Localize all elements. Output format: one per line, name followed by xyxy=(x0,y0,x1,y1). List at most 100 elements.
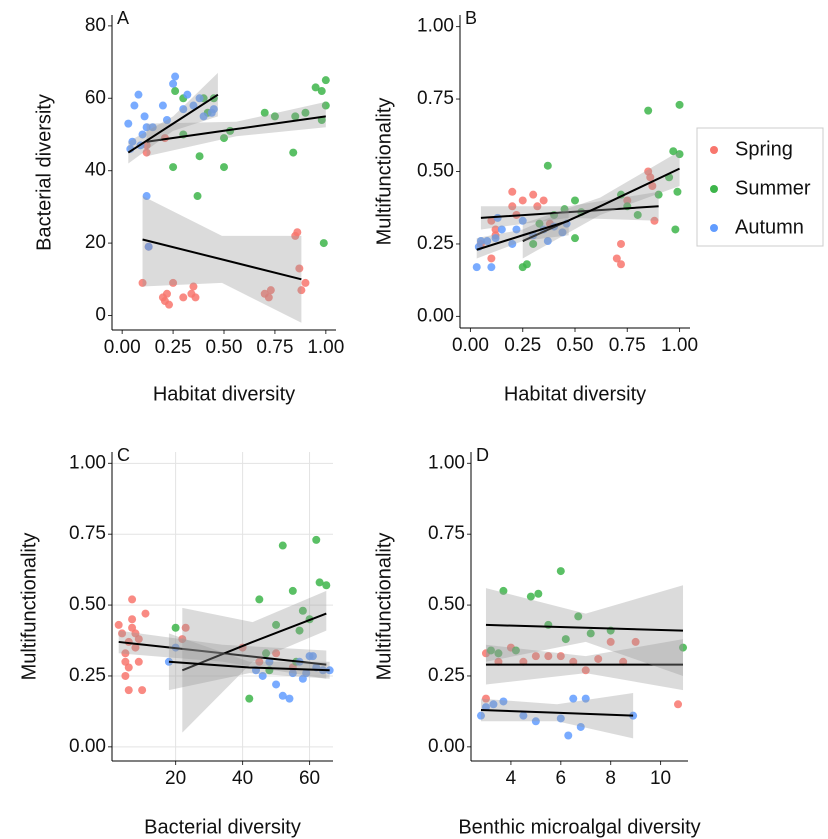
point xyxy=(539,196,548,205)
point xyxy=(142,148,151,157)
point xyxy=(264,293,273,302)
point xyxy=(258,671,267,680)
y-tick-label: 1.00 xyxy=(417,16,454,37)
confidence-band xyxy=(480,692,634,739)
legend-label: Spring xyxy=(735,138,793,160)
point xyxy=(169,278,178,287)
point xyxy=(518,216,527,225)
point xyxy=(543,161,552,170)
point xyxy=(260,108,269,117)
fit-line xyxy=(480,205,659,219)
point xyxy=(535,219,544,228)
legend-swatch xyxy=(710,185,718,193)
point xyxy=(483,237,492,246)
point xyxy=(124,663,133,672)
point xyxy=(142,192,151,201)
point xyxy=(162,289,171,298)
y-axis-title: Bacterial diversity xyxy=(33,94,55,251)
point xyxy=(142,141,151,150)
x-tick-label: 8 xyxy=(605,768,616,789)
point xyxy=(322,581,331,590)
point xyxy=(124,119,133,128)
y-axis-title: Multifunctionality xyxy=(373,533,395,681)
point xyxy=(169,163,178,172)
point xyxy=(321,76,330,85)
point xyxy=(518,196,527,205)
legend-swatch xyxy=(710,146,718,154)
x-axis-title: Habitat diversity xyxy=(504,383,646,405)
point xyxy=(491,225,500,234)
point xyxy=(487,216,496,225)
point xyxy=(138,130,147,139)
point xyxy=(140,112,149,121)
y-tick-label: 0.50 xyxy=(417,161,454,182)
point xyxy=(148,123,157,132)
point xyxy=(581,694,590,703)
point xyxy=(556,567,565,576)
point xyxy=(633,210,642,219)
point xyxy=(606,637,615,646)
fit-line xyxy=(476,219,570,251)
point xyxy=(189,282,198,291)
point xyxy=(121,649,130,658)
confidence-band xyxy=(485,585,684,676)
point xyxy=(526,592,535,601)
point xyxy=(631,637,640,646)
y-tick-label: 0.75 xyxy=(69,523,106,544)
point xyxy=(124,686,133,695)
x-tick-label: 0.75 xyxy=(609,335,646,356)
point xyxy=(533,202,542,211)
point xyxy=(489,700,498,709)
y-axis-title: Multifunctionality xyxy=(18,533,40,681)
point xyxy=(674,700,683,709)
confidence-band xyxy=(128,72,218,164)
y-tick-label: 0.25 xyxy=(69,665,106,686)
point xyxy=(169,79,178,88)
point xyxy=(183,90,192,99)
point xyxy=(134,90,143,99)
point xyxy=(508,187,517,196)
point xyxy=(544,652,553,661)
point xyxy=(128,615,137,624)
x-tick-label: 0.25 xyxy=(155,337,192,358)
point xyxy=(675,100,684,109)
point xyxy=(669,147,678,156)
panel-label: D xyxy=(476,445,489,465)
point xyxy=(558,228,567,237)
fit-line xyxy=(181,612,327,672)
x-tick-label: 0.50 xyxy=(206,337,243,358)
fit-line xyxy=(142,238,302,281)
point xyxy=(209,105,218,114)
point xyxy=(556,652,565,661)
point xyxy=(586,629,595,638)
point xyxy=(301,278,310,287)
point xyxy=(675,150,684,159)
point xyxy=(486,646,495,655)
point xyxy=(262,649,271,658)
point xyxy=(543,237,552,246)
y-tick-label: 0.75 xyxy=(417,88,454,109)
point xyxy=(529,239,538,248)
point xyxy=(571,196,579,205)
point xyxy=(131,643,140,652)
legend-label: Autumn xyxy=(735,216,804,238)
point xyxy=(291,112,300,121)
point xyxy=(195,152,204,161)
point xyxy=(285,694,294,703)
y-tick-label: 0.75 xyxy=(428,523,465,544)
point xyxy=(312,535,321,544)
point xyxy=(491,234,500,243)
fit-line xyxy=(127,93,219,154)
point xyxy=(158,101,167,110)
point xyxy=(130,101,139,110)
point xyxy=(178,635,187,644)
x-axis-title: Habitat diversity xyxy=(153,383,295,405)
point xyxy=(195,94,204,103)
point xyxy=(272,620,281,629)
y-tick-label: 0.00 xyxy=(428,736,465,757)
point xyxy=(522,260,531,269)
point xyxy=(508,202,517,211)
point xyxy=(617,239,625,248)
y-tick-label: 40 xyxy=(85,160,106,181)
point xyxy=(288,586,297,595)
